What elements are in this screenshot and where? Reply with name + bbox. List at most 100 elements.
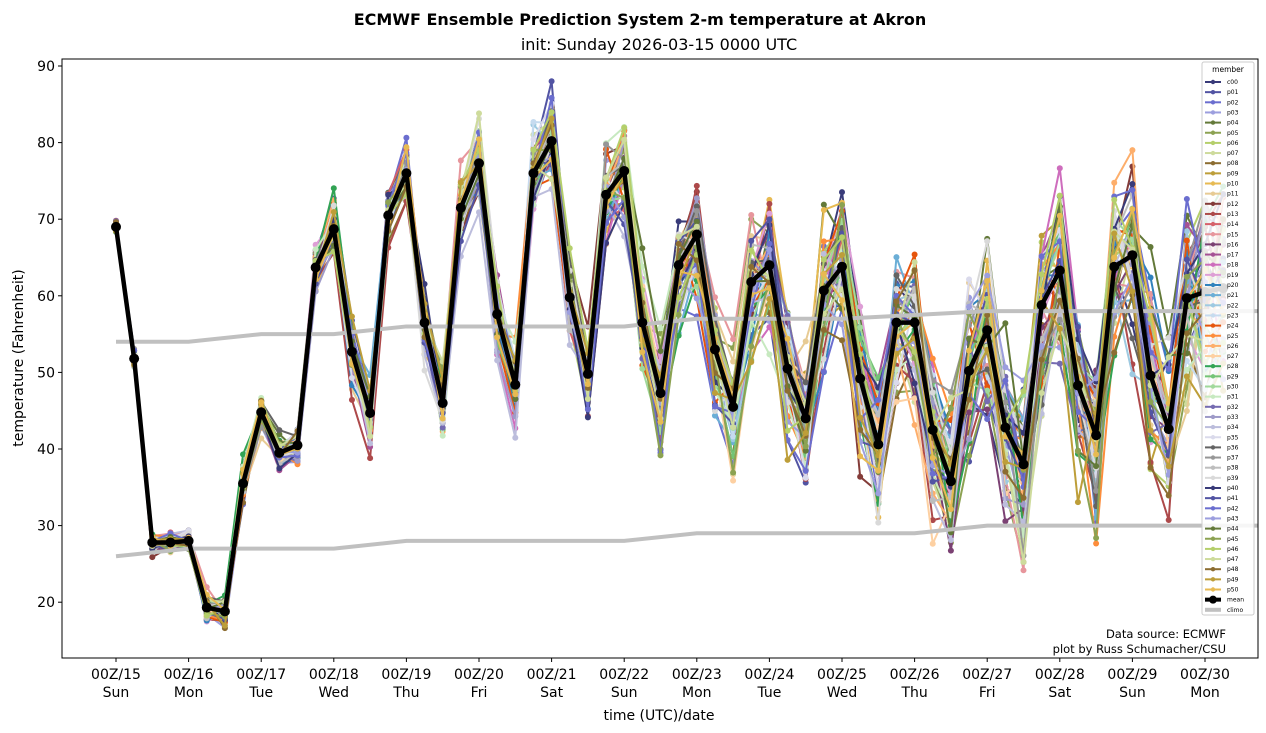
legend-label: p33 [1227, 414, 1239, 421]
legend-item-p25: p25 [1205, 333, 1239, 340]
legend-item-p01: p01 [1205, 89, 1239, 96]
member-point [748, 343, 755, 350]
chart-subtitle: init: Sunday 2026-03-15 0000 UTC [521, 35, 797, 54]
member-point [1165, 354, 1172, 361]
mean-point [492, 309, 503, 320]
legend-item-p49: p49 [1205, 576, 1239, 583]
legend-label: climo [1227, 607, 1243, 614]
mean-point [891, 317, 902, 328]
member-point [893, 298, 900, 305]
member-point [675, 233, 682, 240]
member-point [476, 209, 482, 216]
legend-label: p25 [1227, 333, 1239, 340]
legend-marker [1210, 140, 1216, 146]
legend-marker [1210, 150, 1216, 156]
legend-marker [1210, 252, 1216, 257]
chart-title: ECMWF Ensemble Prediction System 2-m tem… [354, 10, 927, 29]
member-point [657, 418, 664, 425]
legend-label: p41 [1227, 495, 1239, 502]
member-point [276, 465, 283, 472]
legend-marker [1210, 475, 1216, 481]
legend-label: p29 [1227, 373, 1239, 380]
y-tick-label: 80 [37, 136, 55, 152]
member-point [403, 134, 410, 141]
member-point [966, 335, 973, 342]
x-tick-label: 00Z/26 [890, 667, 940, 683]
member-point [639, 245, 646, 252]
x-axis: 00Z/15 Sun 00Z/16 Mon 00Z/17 Tue 00Z/18 Wed 00Z/… [91, 658, 1230, 701]
x-tick-day-label: Sun [611, 685, 638, 701]
mean-point [383, 210, 394, 221]
member-point [1074, 409, 1081, 416]
x-tick-label: 00Z/23 [672, 667, 722, 683]
member-point [748, 358, 755, 365]
legend-marker [1210, 333, 1216, 338]
credit-note: plot by Russ Schumacher/CSU [1053, 642, 1226, 656]
member-point [784, 427, 791, 434]
member-point [1129, 206, 1136, 213]
legend-item-p35: p35 [1205, 434, 1239, 441]
member-point [675, 218, 682, 225]
legend-marker [1210, 546, 1216, 552]
legend-marker [1210, 110, 1216, 115]
member-point [693, 272, 700, 279]
member-point [1002, 364, 1009, 371]
member-point [693, 182, 700, 189]
member-point [1020, 501, 1027, 508]
legend-marker [1210, 445, 1216, 450]
mean-point [474, 158, 484, 169]
legend-item-p22: p22 [1205, 302, 1239, 309]
legend-label: p30 [1227, 384, 1239, 391]
legend-label: p11 [1227, 191, 1239, 198]
legend-label: p13 [1227, 211, 1239, 218]
member-point [766, 216, 773, 223]
member-point [693, 257, 700, 264]
legend-marker [1210, 374, 1216, 379]
member-point [857, 324, 864, 331]
mean-point [601, 189, 612, 200]
x-tick-day-label: Fri [471, 685, 488, 701]
member-point [494, 334, 501, 341]
member-point [1165, 492, 1172, 499]
y-tick-label: 20 [37, 595, 55, 611]
member-point [711, 412, 718, 419]
x-tick-label: 00Z/16 [164, 667, 214, 683]
member-point [566, 342, 573, 349]
legend-item-p39: p39 [1205, 475, 1239, 482]
legend-label: c00 [1227, 79, 1238, 86]
member-point [1183, 407, 1190, 414]
legend-label: p02 [1227, 99, 1239, 106]
mean-point [401, 168, 412, 179]
member-point [730, 336, 737, 343]
legend-label: p48 [1227, 566, 1239, 573]
member-point [1056, 212, 1063, 219]
member-point [675, 240, 682, 247]
member-point [911, 422, 918, 429]
member-point [839, 337, 845, 344]
member-point [548, 78, 555, 85]
member-point [820, 326, 827, 333]
legend-label: p09 [1227, 170, 1239, 177]
legend-label: p39 [1227, 475, 1239, 482]
legend-label: p17 [1227, 252, 1239, 259]
legend-label: p14 [1227, 221, 1239, 228]
legend-label: p07 [1227, 150, 1239, 157]
member-point [603, 141, 610, 148]
mean-point [746, 277, 757, 288]
member-point [947, 405, 954, 412]
legend-marker [1210, 587, 1216, 592]
member-point [1020, 567, 1027, 574]
member-point [1074, 448, 1081, 455]
member-point [1038, 271, 1045, 278]
legend-label: p04 [1227, 120, 1239, 127]
member-point [1038, 389, 1045, 396]
member-point [1147, 274, 1154, 281]
x-tick-label: 00Z/20 [454, 667, 504, 683]
member-point [802, 430, 809, 437]
x-tick-label: 00Z/29 [1107, 667, 1157, 683]
legend-marker [1210, 394, 1216, 399]
legend-label: p31 [1227, 394, 1239, 401]
legend-marker [1210, 414, 1216, 420]
member-point [1129, 147, 1136, 154]
legend-label: p38 [1227, 465, 1239, 472]
